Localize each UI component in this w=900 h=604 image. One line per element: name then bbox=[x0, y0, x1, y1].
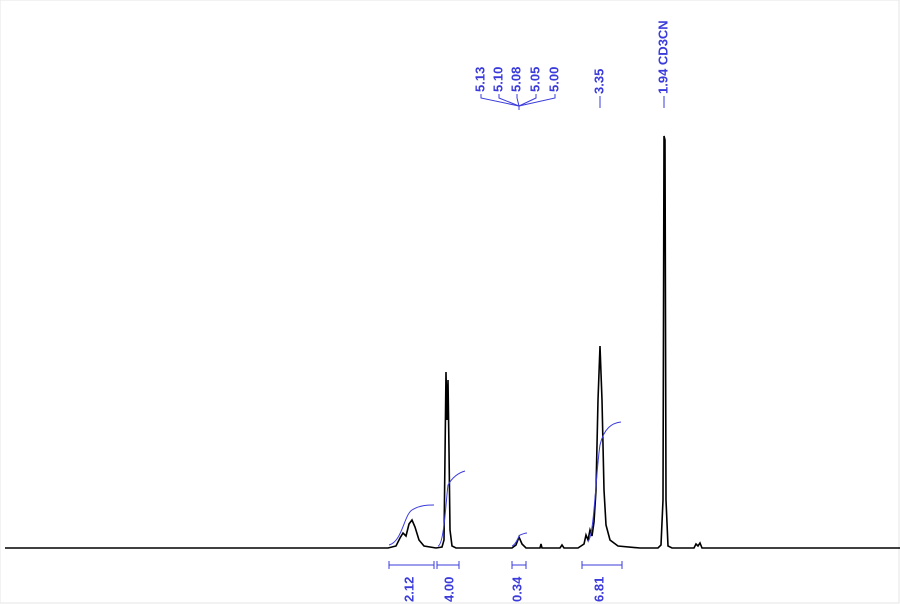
peak-label: 5.10 bbox=[490, 67, 505, 92]
integral-label: 2.12 bbox=[401, 577, 416, 602]
integral-curve bbox=[587, 421, 622, 542]
peak-label: 5.00 bbox=[546, 67, 561, 92]
integral-label: 6.81 bbox=[591, 577, 606, 602]
peak-label: 5.05 bbox=[527, 67, 542, 92]
integral-brackets bbox=[388, 561, 623, 569]
integral-curve bbox=[511, 532, 528, 547]
spectrum-trace bbox=[5, 135, 900, 549]
integral-curve bbox=[437, 470, 466, 547]
peak-label: 3.35 bbox=[591, 69, 606, 94]
integral-curve bbox=[388, 504, 435, 546]
peak-label: 5.08 bbox=[508, 67, 523, 92]
peak-label: 5.13 bbox=[472, 67, 487, 92]
integral-label: 4.00 bbox=[441, 577, 456, 602]
peak-label: 1.94 CD3CN bbox=[655, 20, 670, 94]
integral-label: 0.34 bbox=[509, 576, 524, 602]
peak-leaders bbox=[480, 94, 665, 110]
